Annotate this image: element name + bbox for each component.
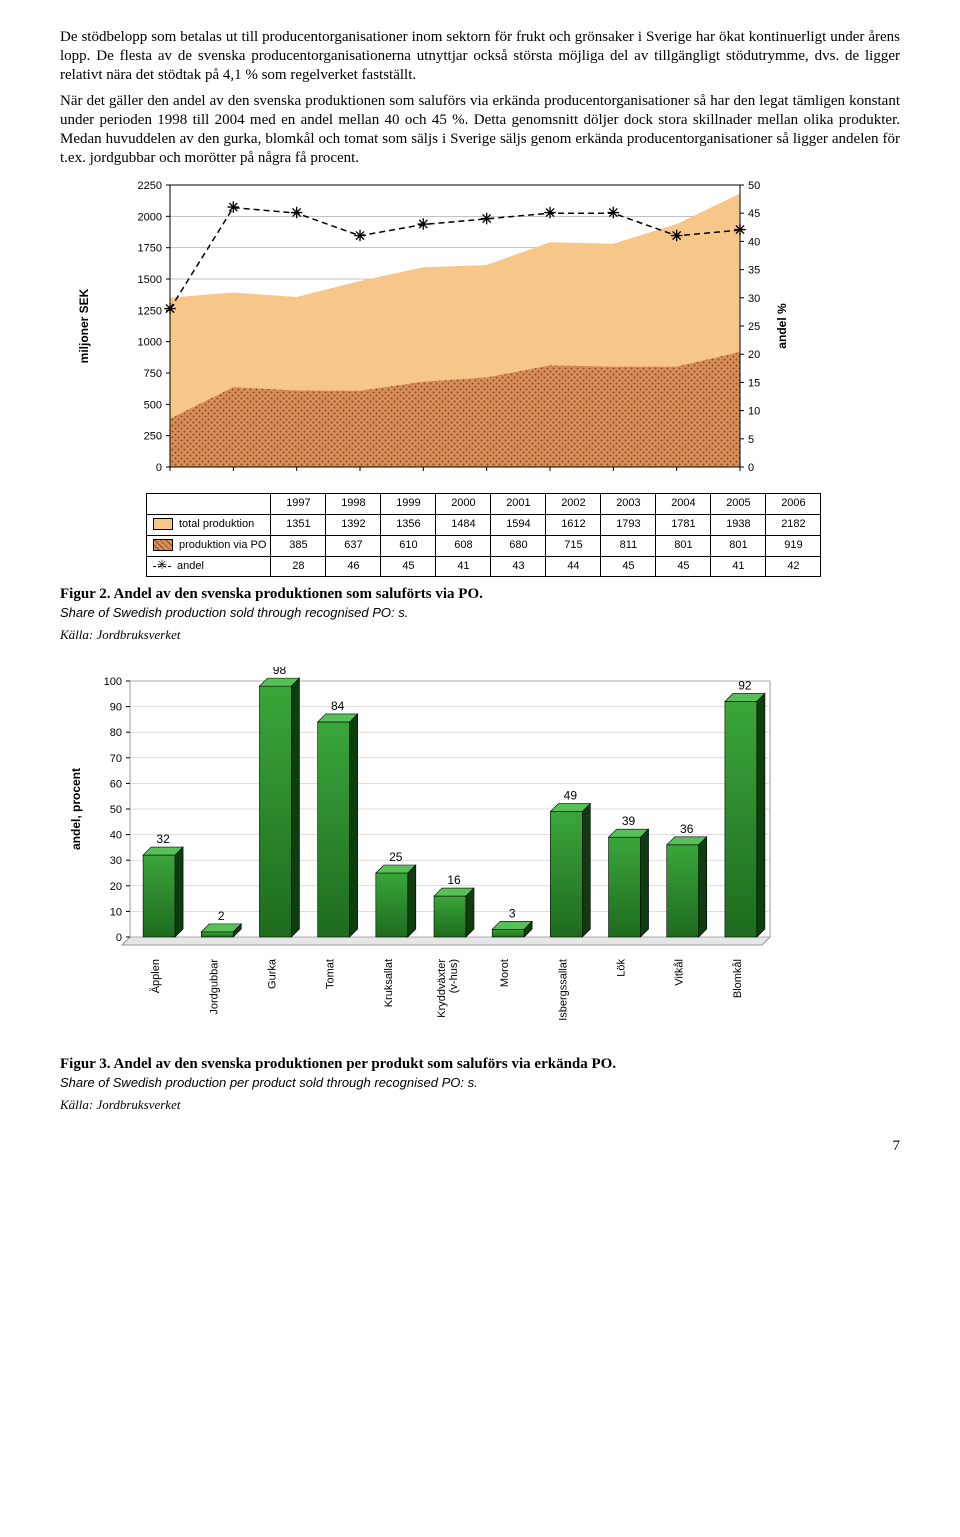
svg-text:andel, procent: andel, procent [69,768,83,850]
svg-text:80: 80 [110,727,122,739]
figure-2-subtitle: Share of Swedish production sold through… [60,605,408,620]
figure-3-title: Figur 3. Andel av den svenska produktion… [60,1056,616,1072]
figure-3-caption: Figur 3. Andel av den svenska produktion… [60,1055,900,1093]
svg-text:250: 250 [144,431,162,443]
svg-text:750: 750 [144,368,162,380]
svg-text:1750: 1750 [138,243,162,255]
svg-text:25: 25 [389,850,403,864]
svg-text:40: 40 [748,237,760,249]
svg-text:60: 60 [110,778,122,790]
svg-text:Kruksallat: Kruksallat [383,959,395,1007]
page-number: 7 [60,1137,900,1156]
svg-text:Tomat: Tomat [325,959,337,989]
svg-text:100: 100 [104,676,122,688]
svg-text:50: 50 [110,804,122,816]
figure-3-subtitle: Share of Swedish production per product … [60,1075,478,1090]
svg-text:✳: ✳ [290,205,303,222]
svg-text:84: 84 [331,699,345,713]
svg-text:2: 2 [218,909,225,923]
figure-3-chart: 0 10 20 30 40 50 60 70 80 90 100 32 Äpplen 2 Jordgubba… [60,667,900,1047]
svg-text:40: 40 [110,830,122,842]
figure-2-caption: Figur 2. Andel av den svenska produktion… [60,585,900,623]
paragraph-1: De stödbelopp som betalas ut till produc… [60,28,900,84]
svg-text:15: 15 [748,378,760,390]
svg-text:98: 98 [273,667,287,677]
svg-text:✳: ✳ [607,205,620,222]
svg-text:0: 0 [156,462,162,474]
svg-text:16: 16 [447,873,461,887]
paragraph-2: När det gäller den andel av den svenska … [60,92,900,167]
svg-text:Isbergssallat: Isbergssallat [557,959,569,1021]
svg-text:5: 5 [748,434,754,446]
svg-text:70: 70 [110,753,122,765]
svg-text:90: 90 [110,702,122,714]
svg-text:25: 25 [748,321,760,333]
svg-text:45: 45 [748,208,760,220]
svg-text:✳: ✳ [227,200,240,217]
figure-2-source: Källa: Jordbruksverket [60,627,900,643]
svg-text:Äpplen: Äpplen [150,959,162,993]
figure-2-title: Figur 2. Andel av den svenska produktion… [60,586,483,602]
svg-text:30: 30 [110,855,122,867]
svg-text:Gurka: Gurka [266,958,278,989]
svg-text:20: 20 [748,349,760,361]
svg-text:10: 10 [748,406,760,418]
svg-text:Blomkål: Blomkål [732,959,744,998]
svg-text:20: 20 [110,881,122,893]
svg-text:✳: ✳ [544,205,557,222]
figure-2-data-table: 1997199819992000200120022003200420052006… [146,493,821,577]
svg-text:✳: ✳ [164,301,177,318]
svg-text:1250: 1250 [138,306,162,318]
svg-text:49: 49 [564,789,578,803]
svg-text:36: 36 [680,822,694,836]
svg-text:35: 35 [748,265,760,277]
svg-text:✳: ✳ [417,217,430,234]
svg-text:Morot: Morot [499,959,511,987]
svg-text:2000: 2000 [138,212,162,224]
svg-text:39: 39 [622,814,636,828]
svg-text:50: 50 [748,180,760,192]
svg-text:10: 10 [110,906,122,918]
svg-text:0: 0 [116,932,122,944]
svg-text:Kryddväxter: Kryddväxter [436,959,448,1018]
svg-text:(v-hus): (v-hus) [448,959,460,993]
svg-text:2250: 2250 [138,180,162,192]
svg-text:0: 0 [748,462,754,474]
svg-text:1000: 1000 [138,337,162,349]
figure-2-chart: 0 250 500 750 1000 1250 1500 1750 2000 2250 0 5 10 15… [60,175,900,577]
svg-text:miljoner SEK: miljoner SEK [77,289,91,364]
svg-text:92: 92 [738,678,752,692]
svg-text:Jordgubbar: Jordgubbar [208,959,220,1015]
figure-3-source: Källa: Jordbruksverket [60,1097,900,1113]
svg-text:✳: ✳ [354,228,367,245]
svg-text:✳: ✳ [670,228,683,245]
svg-text:3: 3 [509,906,516,920]
svg-text:32: 32 [156,832,170,846]
svg-text:Vitkål: Vitkål [674,959,686,986]
svg-text:30: 30 [748,293,760,305]
svg-text:andel %: andel % [775,303,789,349]
svg-text:500: 500 [144,400,162,412]
svg-text:✳: ✳ [480,211,493,228]
svg-text:Lök: Lök [616,959,628,977]
svg-text:1500: 1500 [138,274,162,286]
svg-text:✳: ✳ [734,222,747,239]
